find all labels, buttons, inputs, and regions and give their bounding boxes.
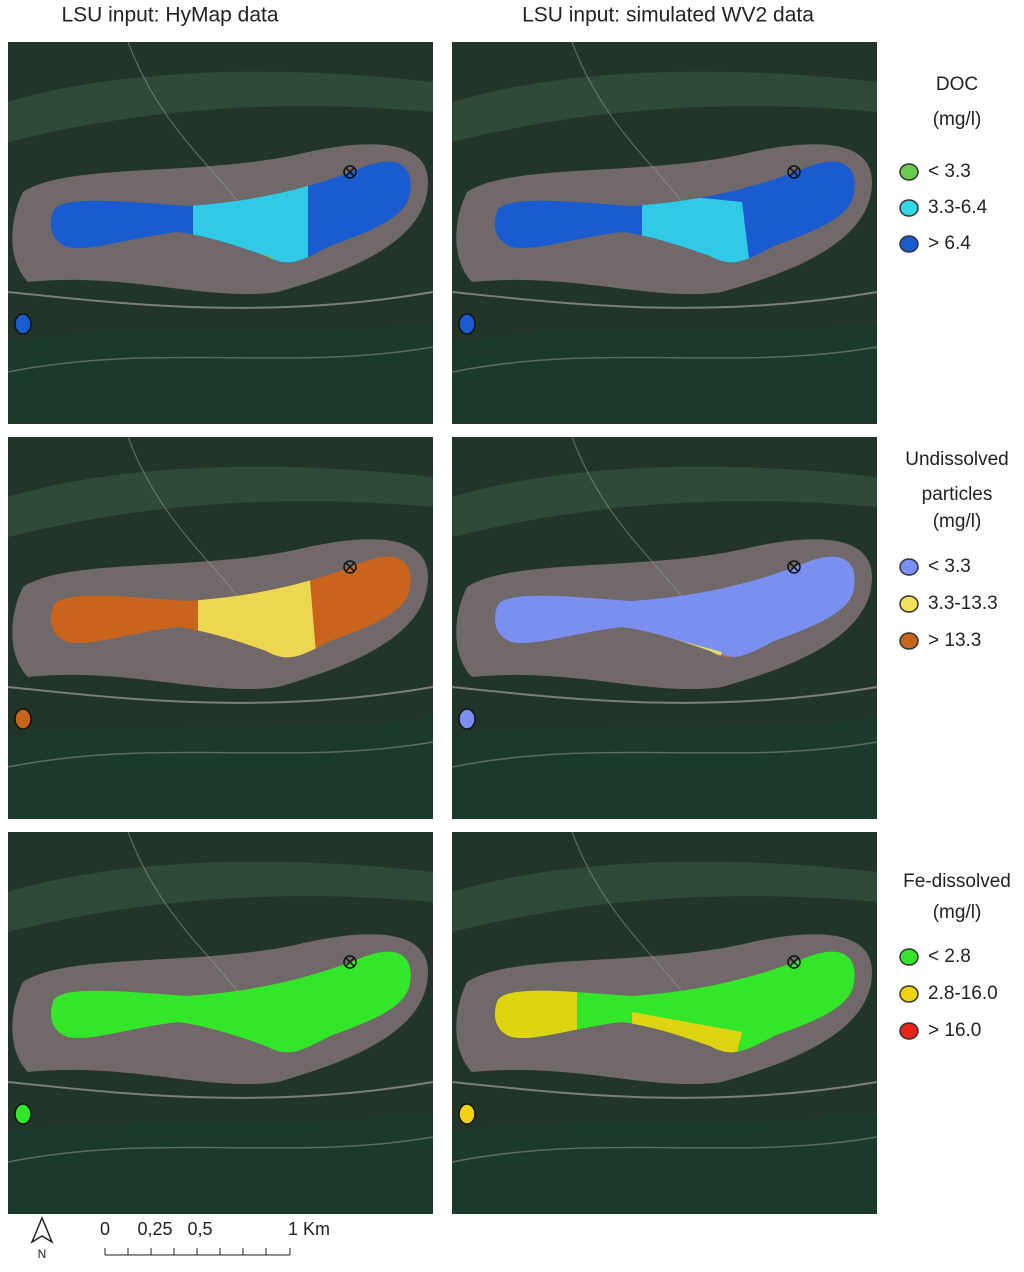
- terrain-light: [8, 466, 433, 537]
- legend-label: 3.3-13.3: [928, 593, 998, 614]
- terrain-light: [452, 466, 877, 537]
- terrain-field: [452, 1112, 877, 1214]
- legend-swatch: [899, 948, 919, 966]
- sample-marker-cross: [789, 562, 799, 572]
- road: [127, 831, 239, 993]
- legend-title: DOC: [936, 74, 978, 95]
- sample-marker-cross: [789, 167, 799, 177]
- scale-label: 0,5: [187, 1219, 212, 1239]
- sample-marker-cross: [789, 957, 799, 967]
- map-panel: [7, 436, 434, 819]
- scale-label: 0: [100, 1219, 110, 1239]
- scale-bar: 0 0,25 0,5 1 Km: [100, 1219, 330, 1256]
- north-arrow: N: [30, 1216, 54, 1261]
- road: [571, 831, 683, 993]
- legend-label: 2.8-16.0: [928, 983, 998, 1004]
- road: [127, 436, 239, 598]
- map-panel: [451, 41, 878, 424]
- column-title: LSU input: simulated WV2 data: [522, 4, 814, 27]
- map-panel: [451, 831, 878, 1214]
- legend-swatch: [899, 558, 919, 576]
- road: [7, 291, 434, 309]
- legend: DOC (mg/l) < 3.3 3.3-6.4 > 6.4: [899, 74, 988, 254]
- legend-label: > 6.4: [928, 233, 971, 254]
- road: [571, 41, 683, 203]
- legend-label: < 3.3: [928, 161, 971, 182]
- legend-label: > 13.3: [928, 630, 981, 651]
- terrain-field: [8, 1112, 433, 1214]
- legend-swatch: [899, 163, 919, 181]
- sample-marker: [343, 165, 357, 179]
- road: [451, 741, 878, 768]
- pond: [458, 1103, 476, 1125]
- legend-title: particles: [922, 484, 993, 505]
- legend-title: (mg/l): [933, 511, 982, 532]
- terrain-field: [452, 717, 877, 819]
- legend-title: Undissolved: [905, 449, 1009, 470]
- legend: Fe-dissolved (mg/l) < 2.8 2.8-16.0 > 16.0: [899, 871, 1011, 1041]
- road: [451, 291, 878, 309]
- legend-swatch: [899, 199, 919, 217]
- map-panel: [7, 41, 434, 424]
- north-label: N: [38, 1247, 47, 1261]
- legend-label: 3.3-6.4: [928, 197, 988, 218]
- sample-marker-cross: [345, 957, 355, 967]
- road: [571, 436, 683, 598]
- road: [7, 1136, 434, 1163]
- sample-marker-cross: [345, 562, 355, 572]
- legend-swatch: [899, 595, 919, 613]
- legend-swatch: [899, 1022, 919, 1040]
- legend-label: < 2.8: [928, 946, 971, 967]
- terrain-light: [8, 71, 433, 142]
- terrain-field: [8, 717, 433, 819]
- pond: [458, 313, 476, 335]
- legend-title: (mg/l): [933, 109, 982, 130]
- sample-marker: [343, 560, 357, 574]
- road: [7, 346, 434, 373]
- road: [451, 346, 878, 373]
- map-panel: [451, 436, 878, 819]
- pond: [14, 1103, 32, 1125]
- column-title: LSU input: HyMap data: [61, 4, 278, 27]
- road: [451, 1136, 878, 1163]
- lake-class-patch: [494, 982, 577, 1047]
- road: [7, 1081, 434, 1099]
- lake: [494, 556, 855, 658]
- sample-marker: [343, 955, 357, 969]
- terrain-field: [8, 322, 433, 424]
- road: [7, 686, 434, 704]
- scale-label: 1 Km: [288, 1219, 330, 1239]
- sample-marker: [787, 560, 801, 574]
- road: [451, 1081, 878, 1099]
- scale-label: 0,25: [137, 1219, 172, 1239]
- legend-label: > 16.0: [928, 1020, 981, 1041]
- terrain-light: [8, 861, 433, 932]
- legend-swatch: [899, 632, 919, 650]
- road: [127, 41, 239, 203]
- terrain-light: [452, 71, 877, 142]
- legend-title: (mg/l): [933, 902, 982, 923]
- pond: [14, 708, 32, 730]
- map-panel: [7, 831, 434, 1214]
- sample-marker: [787, 165, 801, 179]
- legend-swatch: [899, 235, 919, 253]
- terrain-field: [452, 322, 877, 424]
- pond: [14, 313, 32, 335]
- terrain-light: [452, 861, 877, 932]
- legend: Undissolved particles (mg/l) < 3.3 3.3-13.3 >…: [899, 449, 1009, 651]
- lake: [494, 951, 855, 1053]
- legend-swatch: [899, 985, 919, 1003]
- sample-marker-cross: [345, 167, 355, 177]
- road: [7, 741, 434, 768]
- sample-marker: [787, 955, 801, 969]
- legend-label: < 3.3: [928, 556, 971, 577]
- pond: [458, 708, 476, 730]
- road: [451, 686, 878, 704]
- legend-title: Fe-dissolved: [903, 871, 1011, 892]
- arrow-shape: [30, 1216, 54, 1244]
- lake: [50, 951, 411, 1053]
